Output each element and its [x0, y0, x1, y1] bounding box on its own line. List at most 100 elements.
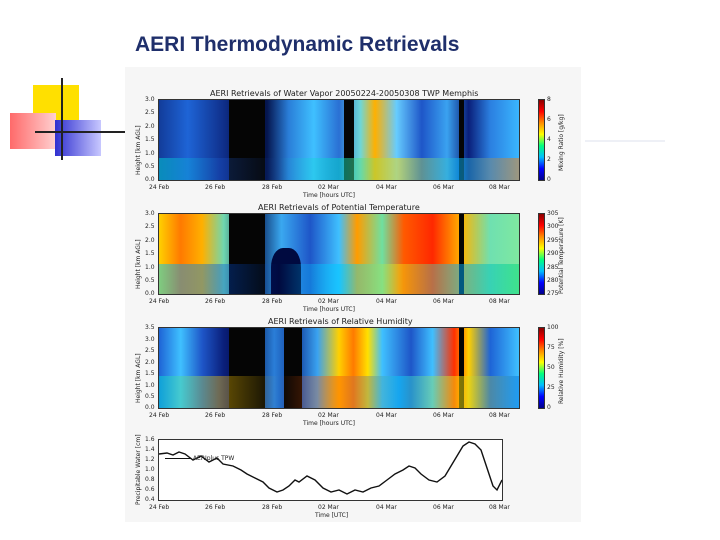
ytick: 3.5: [145, 324, 155, 331]
xtick: 06 Mar: [433, 298, 454, 305]
potential-temperature-xlabel: Time [hours UTC]: [303, 306, 355, 313]
deco-horizontal-line: [35, 131, 125, 133]
ytick: 0.0: [145, 404, 155, 411]
xtick: 28 Feb: [262, 184, 283, 191]
cbar-tick: 305: [547, 210, 559, 217]
ytick: 2.5: [145, 223, 155, 230]
pwv-xlabel: Time [UTC]: [315, 512, 349, 519]
ytick: 0.4: [145, 496, 155, 503]
slide-title: AERI Thermodynamic Retrievals: [135, 33, 460, 56]
potential-temperature-heatmap: [158, 213, 520, 295]
ytick: 1.0: [145, 150, 155, 157]
relative-humidity-xlabel: Time [hours UTC]: [303, 420, 355, 427]
water-vapor-colorbar: [538, 99, 545, 181]
cbar-tick: 285: [547, 264, 559, 271]
pwv-ylabel: Precipitable Water [cm]: [135, 434, 142, 505]
xtick: 24 Feb: [149, 412, 170, 419]
ytick: 0.5: [145, 277, 155, 284]
cbar-tick: 50: [547, 364, 555, 371]
cbar-tick: 295: [547, 237, 559, 244]
potential-temperature-ylabel: Height [km AGL]: [135, 239, 142, 289]
ytick: 1.0: [145, 264, 155, 271]
ytick: 1.5: [145, 370, 155, 377]
cbar-tick: 2: [547, 156, 551, 163]
ytick: 0.5: [145, 393, 155, 400]
pwv-plot-area: AERIplus TPW: [158, 439, 503, 501]
ytick: 1.5: [145, 136, 155, 143]
xtick: 26 Feb: [205, 298, 226, 305]
panel-title-potential-temperature: AERI Retrievals of Potential Temperature: [258, 203, 420, 212]
cbar-tick: 6: [547, 116, 551, 123]
relative-humidity-ylabel: Height [km AGL]: [135, 353, 142, 403]
water-vapor-ylabel: Height [km AGL]: [135, 125, 142, 175]
xtick: 06 Mar: [433, 184, 454, 191]
low-level-overlay: [159, 264, 519, 294]
xtick: 26 Feb: [205, 504, 226, 511]
xtick: 02 Mar: [318, 298, 339, 305]
data-gap-band-2: [459, 214, 464, 294]
data-gap-band-3: [459, 328, 464, 408]
ytick: 2.5: [145, 347, 155, 354]
xtick: 26 Feb: [205, 412, 226, 419]
xtick: 02 Mar: [318, 504, 339, 511]
cbar-tick: 290: [547, 250, 559, 257]
xtick: 26 Feb: [205, 184, 226, 191]
xtick: 28 Feb: [262, 504, 283, 511]
ytick: 1.0: [145, 466, 155, 473]
ytick: 1.6: [145, 436, 155, 443]
moist-layer-overlay: [159, 376, 519, 408]
panel-title-relative-humidity: AERI Retrievals of Relative Humidity: [268, 317, 413, 326]
ytick: 1.4: [145, 446, 155, 453]
cbar-tick: 25: [547, 384, 555, 391]
cbar-tick: 0: [547, 176, 551, 183]
moist-layer-overlay: [159, 158, 519, 180]
cbar-tick: 8: [547, 96, 551, 103]
relative-humidity-heatmap: [158, 327, 520, 409]
cbar-tick: 300: [547, 223, 559, 230]
xtick: 24 Feb: [149, 504, 170, 511]
ytick: 1.5: [145, 250, 155, 257]
xtick: 08 Mar: [489, 184, 510, 191]
potential-temperature-colorbar: [538, 213, 545, 295]
xtick: 04 Mar: [376, 184, 397, 191]
potential-temperature-colorbar-label: Potential Temperature [K]: [558, 217, 565, 294]
aeri-figure: AERI Retrievals of Water Vapor 20050224-…: [125, 67, 581, 522]
xtick: 08 Mar: [489, 298, 510, 305]
xtick: 06 Mar: [433, 504, 454, 511]
ytick: 0.0: [145, 176, 155, 183]
data-gap-band-3: [459, 100, 464, 180]
panel-title-water-vapor: AERI Retrievals of Water Vapor 20050224-…: [210, 89, 479, 98]
relative-humidity-colorbar: [538, 327, 545, 409]
cbar-tick: 280: [547, 277, 559, 284]
ytick: 1.2: [145, 456, 155, 463]
ytick: 2.5: [145, 109, 155, 116]
cbar-tick: 75: [547, 344, 555, 351]
xtick: 04 Mar: [376, 412, 397, 419]
xtick: 28 Feb: [262, 298, 283, 305]
deco-horizontal-line-right: [585, 140, 665, 142]
cbar-tick: 100: [547, 324, 559, 331]
relative-humidity-colorbar-label: Relative Humidity [%]: [558, 338, 565, 404]
xtick: 06 Mar: [433, 412, 454, 419]
pwv-trace: [159, 441, 502, 495]
ytick: 0.8: [145, 476, 155, 483]
ytick: 0.6: [145, 486, 155, 493]
water-vapor-heatmap: [158, 99, 520, 181]
pwv-legend-label: AERIplus TPW: [192, 455, 235, 462]
ytick: 3.0: [145, 96, 155, 103]
deco-vertical-line: [61, 78, 63, 160]
xtick: 24 Feb: [149, 184, 170, 191]
ytick: 2.0: [145, 359, 155, 366]
xtick: 04 Mar: [376, 504, 397, 511]
xtick: 02 Mar: [318, 412, 339, 419]
pwv-legend: AERIplus TPW: [165, 455, 234, 462]
xtick: 08 Mar: [489, 412, 510, 419]
cbar-tick: 0: [547, 404, 551, 411]
cbar-tick: 4: [547, 136, 551, 143]
ytick: 3.0: [145, 210, 155, 217]
ytick: 2.0: [145, 237, 155, 244]
xtick: 28 Feb: [262, 412, 283, 419]
ytick: 1.0: [145, 382, 155, 389]
water-vapor-colorbar-label: Mixing Ratio [g/kg]: [558, 114, 565, 171]
xtick: 08 Mar: [489, 504, 510, 511]
